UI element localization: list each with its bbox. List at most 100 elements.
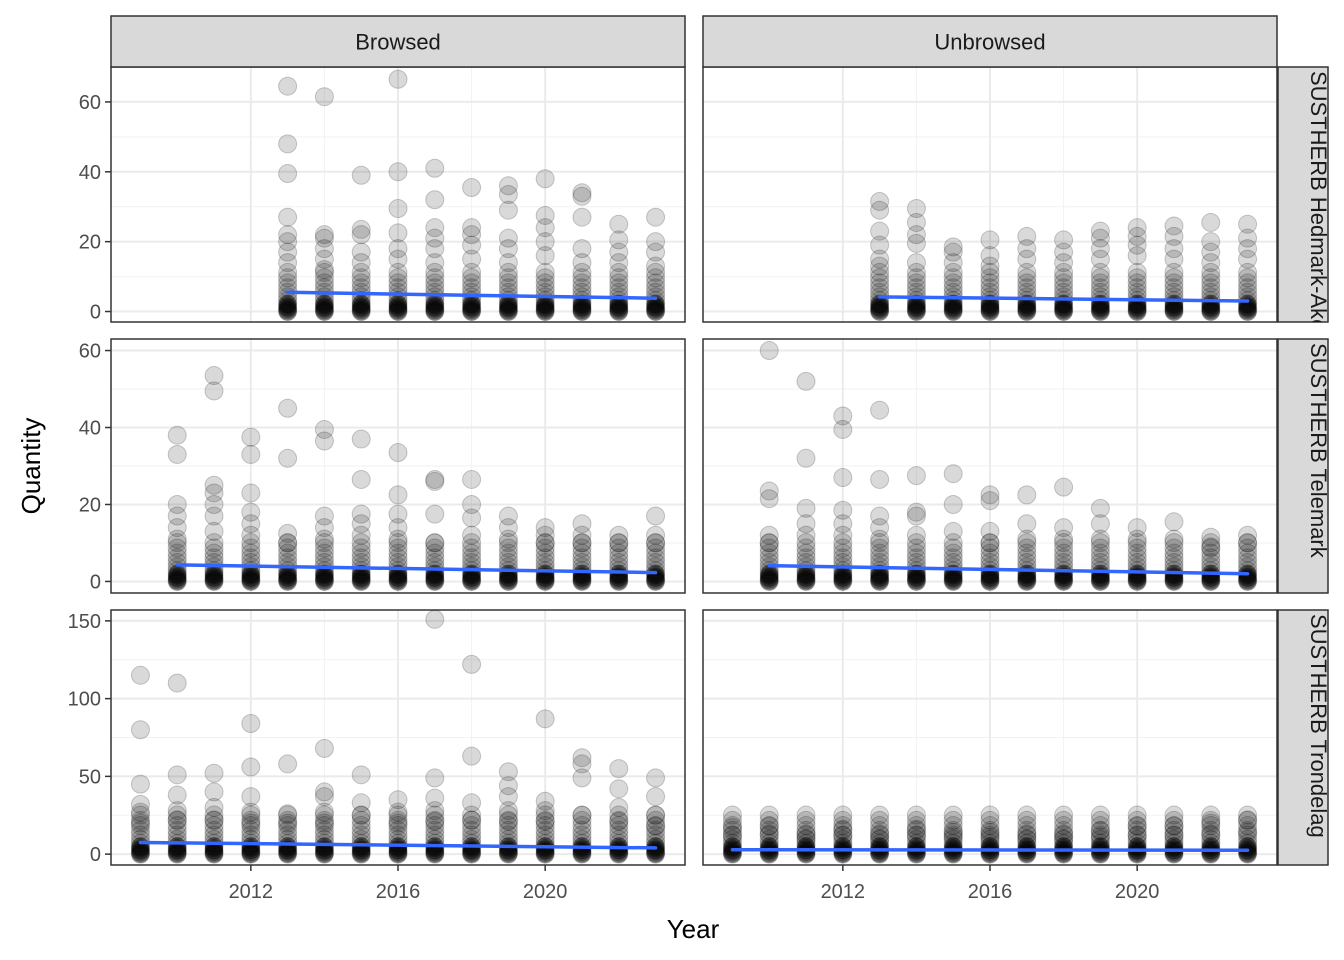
data-point (1090, 825, 1110, 845)
data-point (498, 302, 518, 322)
data-point (278, 570, 298, 590)
data-point (1164, 816, 1184, 836)
data-point (796, 538, 816, 558)
data-point (943, 810, 963, 830)
data-point (572, 262, 592, 282)
data-point (833, 406, 853, 426)
data-point (278, 754, 298, 774)
data-point (278, 566, 297, 585)
data-point (646, 296, 665, 315)
data-point (1164, 805, 1184, 825)
data-point (722, 825, 742, 845)
data-point (352, 294, 371, 313)
data-point (870, 302, 890, 322)
data-point (1091, 300, 1110, 319)
data-point (205, 845, 224, 864)
data-point (462, 273, 482, 293)
data-point (314, 419, 334, 439)
data-point (1201, 548, 1221, 568)
data-point (351, 469, 371, 489)
data-point (278, 262, 298, 282)
data-point (278, 298, 297, 317)
data-point (980, 543, 1000, 563)
data-point (168, 568, 187, 587)
data-point (907, 300, 926, 319)
data-point (609, 298, 628, 317)
data-point (870, 570, 889, 589)
data-point (315, 572, 334, 591)
data-point (1201, 543, 1221, 563)
data-point (351, 533, 371, 553)
data-point (351, 810, 371, 830)
data-point (1201, 810, 1221, 830)
data-point (241, 805, 261, 825)
data-point (943, 253, 963, 273)
data-point (131, 843, 150, 862)
data-point (351, 514, 371, 534)
data-point (1164, 833, 1184, 853)
data-point (241, 813, 261, 833)
trend-line (175, 563, 658, 575)
data-point (388, 571, 408, 591)
data-point (943, 302, 963, 322)
data-point (425, 294, 444, 313)
data-point (1164, 529, 1184, 549)
data-point (646, 232, 666, 252)
row-strip (1277, 66, 1329, 323)
data-point (981, 300, 999, 319)
data-point (168, 566, 187, 585)
data-point (278, 820, 298, 840)
data-point (1128, 570, 1147, 589)
data-point (1090, 278, 1110, 298)
data-point (130, 794, 150, 814)
data-point (204, 366, 224, 386)
data-point (1128, 300, 1147, 319)
data-point (1164, 825, 1184, 845)
data-point (462, 469, 482, 489)
data-point (1164, 294, 1183, 313)
data-point (870, 300, 890, 320)
data-point (1017, 533, 1037, 553)
data-point (943, 561, 963, 581)
data-point (498, 253, 518, 273)
data-point (906, 302, 926, 322)
data-point (130, 820, 150, 840)
data-point (425, 552, 445, 572)
data-point (646, 262, 666, 282)
data-point (388, 790, 408, 810)
data-point (388, 198, 408, 218)
data-point (425, 262, 445, 282)
data-point (906, 820, 926, 840)
data-point (498, 262, 518, 282)
data-point (646, 841, 665, 860)
data-point (980, 230, 1000, 250)
data-point (1127, 843, 1147, 863)
data-point (351, 242, 371, 262)
data-point (1017, 805, 1037, 825)
data-point (759, 533, 779, 553)
data-point (1017, 302, 1036, 321)
data-point (1201, 805, 1221, 825)
data-point (833, 572, 852, 591)
data-point (870, 825, 890, 845)
data-point (278, 232, 298, 252)
data-point (462, 302, 481, 321)
data-point (351, 291, 371, 311)
data-point (833, 533, 853, 553)
data-point (1164, 216, 1184, 236)
data-point (759, 567, 779, 587)
data-point (906, 533, 926, 553)
data-point (314, 529, 334, 549)
data-point (204, 782, 224, 802)
data-point (278, 134, 298, 154)
data-point (1238, 525, 1258, 545)
data-point (351, 504, 371, 524)
data-point (980, 820, 1000, 840)
data-point (572, 844, 592, 864)
data-point (1017, 300, 1036, 319)
data-point (980, 571, 1000, 591)
data-point (760, 570, 779, 589)
data-point (943, 268, 963, 288)
data-point (980, 273, 1000, 293)
data-point (1017, 485, 1037, 505)
